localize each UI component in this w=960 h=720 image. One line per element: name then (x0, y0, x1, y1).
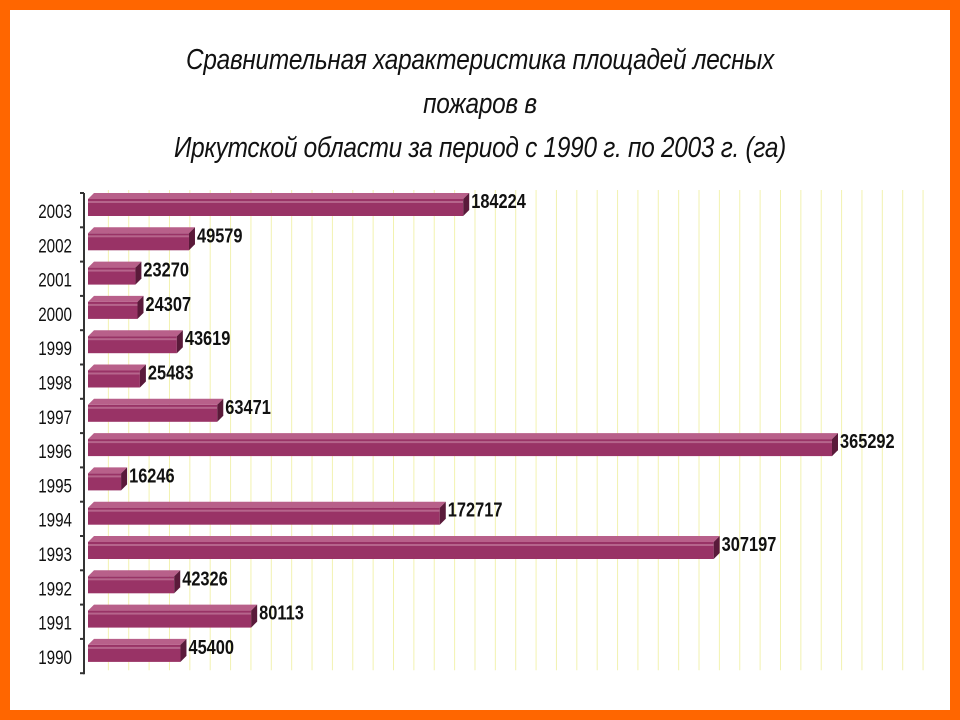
bar-top-1998 (88, 364, 146, 371)
y-tick-label: 1997 (38, 406, 72, 428)
data-label: 184224 (471, 189, 526, 212)
bar-2003 (88, 199, 464, 216)
data-label: 49579 (197, 224, 243, 247)
bar-1999 (88, 336, 177, 354)
bar-highlight-1994 (88, 509, 440, 512)
y-tick-label: 1995 (38, 475, 72, 497)
y-tick-label: 1996 (38, 440, 72, 462)
bar-top-1993 (88, 536, 720, 542)
bar-top-1996 (88, 433, 838, 440)
data-label: 172717 (448, 498, 503, 521)
bar-side-1991 (251, 604, 258, 628)
y-tick-label: 1993 (38, 543, 72, 565)
bar-side-1995 (121, 467, 128, 491)
bar-highlight-1997 (88, 406, 218, 409)
chart-title: Сравнительная характеристика площадей ле… (161, 38, 799, 170)
y-tick-label: 1991 (38, 612, 72, 634)
y-tick-label: 2001 (38, 269, 72, 291)
bar-side-2000 (137, 295, 144, 319)
bar-top-1994 (88, 501, 446, 508)
bar-top-1992 (88, 570, 181, 577)
bar-highlight-1998 (88, 372, 140, 375)
y-tick-label: 1998 (38, 372, 72, 394)
bar-top-2003 (88, 193, 470, 199)
bar-highlight-1996 (88, 441, 832, 444)
bar-top-1990 (88, 638, 187, 645)
bar-top-1997 (88, 398, 224, 405)
bar-top-2001 (88, 261, 142, 268)
data-label: 42326 (182, 567, 228, 590)
chart-title-line-1: Сравнительная характеристика площадей ле… (186, 44, 774, 120)
y-tick-label: 1990 (38, 646, 72, 668)
bar-highlight-1991 (88, 612, 252, 615)
bar-highlight-2003 (88, 201, 464, 203)
bar-highlight-1993 (88, 544, 714, 546)
bar-1993 (88, 542, 714, 559)
bar-highlight-2000 (88, 303, 138, 306)
bar-1995 (88, 473, 122, 491)
bar-top-1999 (88, 330, 183, 337)
bar-highlight-2002 (88, 235, 189, 238)
bar-2002 (88, 233, 189, 251)
data-label: 63471 (225, 395, 271, 418)
bar-top-1995 (88, 467, 128, 474)
y-tick-label: 1992 (38, 578, 72, 600)
data-label: 16246 (129, 464, 175, 487)
data-label: 307197 (722, 532, 777, 555)
bar-side-1990 (180, 638, 187, 662)
bar-side-2002 (188, 227, 195, 251)
data-label: 25483 (148, 361, 194, 384)
data-label: 23270 (143, 258, 189, 281)
y-tick-label: 1999 (38, 338, 72, 360)
bar-top-2000 (88, 295, 144, 302)
bar-1998 (88, 370, 140, 388)
bar-highlight-1992 (88, 578, 175, 581)
data-label: 365292 (840, 430, 895, 453)
bar-side-1998 (139, 364, 146, 388)
bar-highlight-1999 (88, 338, 177, 341)
y-tick-label: 2000 (38, 303, 72, 325)
bar-1992 (88, 576, 175, 594)
bar-top-1991 (88, 604, 258, 611)
bar-side-2001 (135, 261, 142, 285)
bar-side-1997 (217, 398, 224, 422)
y-tick-label: 1994 (38, 509, 72, 531)
data-label: 24307 (146, 292, 192, 315)
bar-side-1996 (832, 433, 838, 457)
bar-highlight-1990 (88, 646, 181, 649)
bar-2000 (88, 301, 138, 319)
bar-side-2003 (463, 193, 470, 216)
data-label: 80113 (259, 601, 304, 624)
bar-highlight-2001 (88, 269, 136, 272)
y-tick-label: 2003 (38, 200, 72, 222)
bar-2001 (88, 267, 136, 285)
data-label: 43619 (185, 327, 231, 350)
bar-1996 (88, 439, 832, 457)
bar-side-1993 (713, 536, 720, 559)
bar-1991 (88, 610, 252, 628)
bar-1997 (88, 404, 218, 422)
bar-top-2002 (88, 227, 195, 234)
chart-title-line-2: Иркутской области за период с 1990 г. по… (173, 132, 787, 164)
bar-side-1994 (439, 501, 446, 525)
bar-highlight-1995 (88, 475, 122, 478)
bar-side-1999 (176, 330, 183, 354)
bar-1994 (88, 507, 440, 525)
y-tick-label: 2002 (38, 235, 72, 257)
bar-side-1992 (174, 570, 181, 594)
data-label: 45400 (188, 635, 234, 658)
bar-1990 (88, 644, 181, 662)
